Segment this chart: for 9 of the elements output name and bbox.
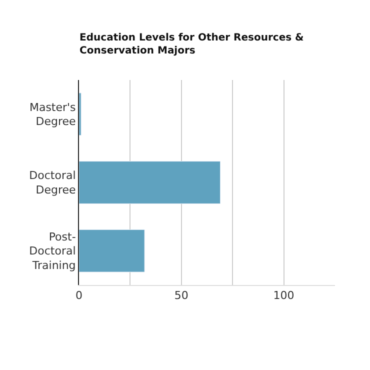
chart-title: Education Levels for Other Resources & Conservation Majors (80, 32, 304, 57)
y-tick-label: Post- Doctoral Training (29, 230, 76, 272)
y-tick-label: Doctoral Degree (29, 169, 76, 196)
y-tick-label: Master's Degree (29, 100, 76, 128)
x-tick-label: 50 (174, 289, 188, 302)
bar (79, 229, 145, 272)
x-tick-label: 100 (273, 289, 294, 302)
x-tick-label: 0 (76, 289, 82, 302)
bar (79, 161, 221, 204)
